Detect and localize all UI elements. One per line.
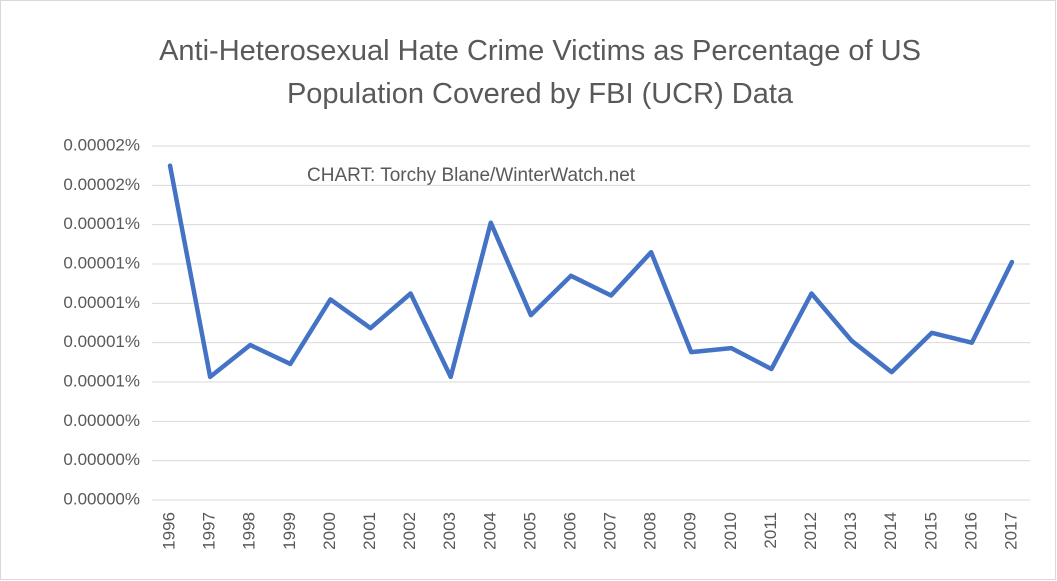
x-tick-label: 2005 — [520, 512, 539, 550]
y-tick-label: 0.00001% — [63, 332, 140, 351]
y-tick-label: 0.00001% — [63, 371, 140, 390]
x-tick-label: 2017 — [1001, 512, 1020, 550]
y-tick-label: 0.00000% — [63, 450, 140, 469]
x-tick-label: 2014 — [881, 512, 900, 550]
y-tick-label: 0.00002% — [63, 135, 140, 154]
x-tick-label: 2001 — [360, 512, 379, 550]
x-tick-label: 2010 — [721, 512, 740, 550]
x-tick-label: 2013 — [841, 512, 860, 550]
x-tick-label: 2009 — [681, 512, 700, 550]
x-tick-label: 2015 — [921, 512, 940, 550]
y-tick-label: 0.00000% — [63, 489, 140, 508]
x-tick-label: 2008 — [641, 512, 660, 550]
x-tick-label: 1997 — [200, 512, 219, 550]
y-tick-label: 0.00001% — [63, 253, 140, 272]
x-tick-label: 2011 — [761, 512, 780, 549]
y-tick-label: 0.00001% — [63, 214, 140, 233]
data-line — [167, 163, 1015, 380]
chart-title: Anti-Heterosexual Hate Crime Victims as … — [159, 35, 921, 110]
x-tick-label: 2004 — [480, 512, 499, 550]
x-tick-label: 1998 — [240, 512, 259, 550]
y-tick-label: 0.00002% — [63, 175, 140, 194]
x-tick-label: 1999 — [280, 512, 299, 550]
x-tick-label: 2000 — [320, 512, 339, 550]
x-tick-label: 2016 — [961, 512, 980, 550]
x-tick-label: 2003 — [440, 512, 459, 550]
x-tick-label: 2012 — [801, 512, 820, 550]
x-tick-label: 2006 — [560, 512, 579, 550]
annotation: CHART: Torchy Blane/WinterWatch.net — [307, 165, 636, 186]
y-tick-label: 0.00001% — [63, 293, 140, 312]
x-tick-label: 1996 — [160, 512, 179, 550]
x-tick-label: 2007 — [601, 512, 620, 550]
x-tick-label: 2002 — [400, 512, 419, 550]
y-tick-label: 0.00000% — [63, 411, 140, 430]
